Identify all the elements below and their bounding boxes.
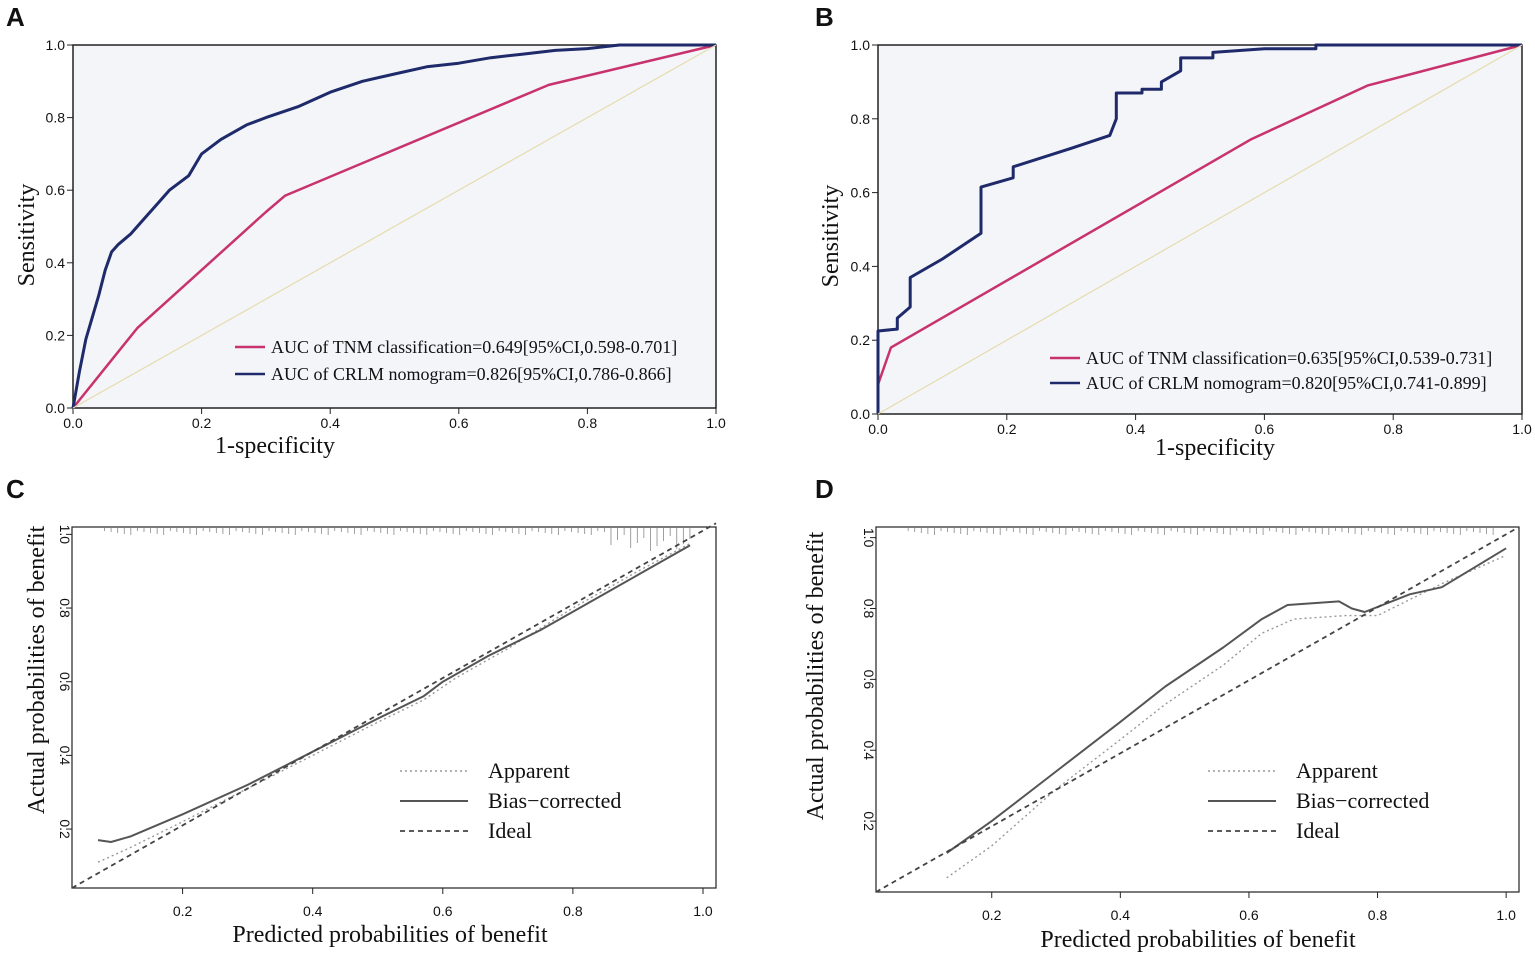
y-tick-label: 0.6 (57, 672, 73, 692)
panel-letter: A (6, 2, 25, 32)
panel-letter: B (815, 2, 834, 32)
y-axis-title: Actual probabilities of benefit (803, 531, 829, 820)
x-tick-label: 1.0 (693, 903, 713, 919)
y-tick-label: 0.6 (851, 185, 871, 201)
y-tick-label: 0.8 (861, 599, 877, 619)
y-tick-label: 0.6 (861, 670, 877, 690)
rug-marks (104, 528, 691, 551)
y-tick-label: 0.4 (851, 258, 871, 274)
x-tick-label: 0.2 (997, 421, 1017, 437)
x-tick-label: 1.0 (706, 415, 726, 431)
x-axis-title: Predicted probabilities of benefit (232, 922, 548, 948)
x-tick-label: 0.8 (1383, 421, 1403, 437)
series-line-ref (877, 44, 1523, 415)
legend: AUC of TNM classification=0.649[95%CI,0.… (235, 337, 677, 384)
x-tick-label: 0.2 (192, 415, 212, 431)
x-tick-label: 1.0 (1496, 907, 1516, 923)
chart-panel-a: A 0.0 0.2 0.4 0.6 0.8 1.0 0.0 0.2 0.4 0.6 0.8 1.0 1-s… (6, 2, 726, 459)
legend-label-apparent: Apparent (1296, 758, 1378, 783)
series-line-ideal (875, 526, 1520, 893)
series-line-ideal (71, 522, 717, 889)
chart-panel-c: C 0.2 0.4 0.6 0.8 1.0 0.2 0.4 0.6 0.8 1.0 Predicted… (6, 474, 717, 948)
y-tick-label: 0.2 (851, 332, 871, 348)
y-tick-label: 0.4 (861, 741, 877, 761)
panel-letter: C (6, 474, 25, 504)
legend-label-apparent: Apparent (488, 758, 570, 783)
x-tick-label: 0.4 (1111, 907, 1131, 923)
series-line-apparent (946, 554, 1507, 879)
y-tick-label: 0.8 (46, 110, 66, 126)
chart-panel-b: B 0.0 0.2 0.4 0.6 0.8 1.0 0.0 0.2 0.4 0.6 0.8 1.0 1-s… (815, 2, 1532, 461)
y-tick-label: 0.2 (861, 811, 877, 831)
legend-label-bias: Bias−corrected (1296, 788, 1429, 813)
x-tick-label: 0.8 (578, 415, 598, 431)
legend-label-tnm: AUC of TNM classification=0.635[95%CI,0.… (1086, 348, 1492, 368)
y-axis-title: Sensitivity (14, 184, 40, 287)
legend-label-ideal: Ideal (1296, 818, 1340, 843)
series-line-tnm (876, 43, 1523, 385)
series-line-apparent (97, 542, 691, 863)
panel-letter: D (815, 474, 834, 504)
y-tick-label: 0.2 (46, 327, 66, 343)
legend-label-crlm: AUC of CRLM nomogram=0.820[95%CI,0.741-0… (1086, 373, 1487, 393)
legend: Apparent Bias−corrected Ideal (400, 758, 621, 843)
x-tick-label: 0.6 (449, 415, 469, 431)
x-axis-title: Predicted probabilities of benefit (1040, 927, 1356, 953)
series-line-ref (72, 44, 717, 409)
x-tick-label: 0.6 (1255, 421, 1275, 437)
x-tick-label: 0.6 (433, 903, 453, 919)
x-tick-label: 0.4 (320, 415, 340, 431)
rug-marks (907, 528, 1494, 535)
y-tick-label: 0.0 (851, 406, 871, 422)
x-tick-label: 0.8 (1368, 907, 1388, 923)
x-axis-title: 1-specificity (215, 433, 335, 459)
legend-label-crlm: AUC of CRLM nomogram=0.826[95%CI,0.786-0… (271, 364, 672, 384)
series-line-bias (97, 544, 691, 843)
x-tick-label: 1.0 (1512, 421, 1532, 437)
y-tick-label: 0.8 (851, 111, 871, 127)
y-axis-title: Actual probabilities of benefit (24, 525, 50, 814)
y-tick-label: 0.4 (57, 746, 73, 766)
y-tick-label: 0.2 (57, 819, 73, 839)
y-tick-label: 0.6 (46, 182, 66, 198)
x-tick-label: 0.2 (173, 903, 193, 919)
series-line-bias (946, 547, 1507, 854)
legend-label-ideal: Ideal (488, 818, 532, 843)
x-tick-label: 0.0 (868, 421, 888, 437)
series-line-tnm (72, 43, 717, 409)
legend-label-tnm: AUC of TNM classification=0.649[95%CI,0.… (271, 337, 677, 357)
x-tick-label: 0.6 (1239, 907, 1259, 923)
y-tick-label: 1.0 (46, 37, 66, 53)
series-line-crlm (876, 43, 1522, 414)
x-tick-label: 0.4 (303, 903, 323, 919)
chart-panel-d: D 0.2 0.4 0.6 0.8 1.0 0.2 0.4 0.6 0.8 1.0 Predicted… (803, 474, 1520, 953)
x-tick-label: 0.2 (982, 907, 1002, 923)
legend: Apparent Bias−corrected Ideal (1208, 758, 1429, 843)
y-tick-label: 0.4 (46, 255, 66, 271)
x-tick-label: 0.8 (563, 903, 583, 919)
y-tick-label: 0.8 (57, 598, 73, 618)
y-tick-label: 1.0 (851, 37, 871, 53)
x-tick-label: 0.0 (63, 415, 83, 431)
legend-label-bias: Bias−corrected (488, 788, 621, 813)
y-axis-title: Sensitivity (818, 185, 844, 288)
series-line-crlm (71, 43, 716, 409)
y-tick-label: 1.0 (57, 525, 73, 545)
y-tick-label: 1.0 (861, 528, 877, 548)
legend: AUC of TNM classification=0.635[95%CI,0.… (1050, 348, 1492, 393)
y-tick-label: 0.0 (46, 400, 66, 416)
x-tick-label: 0.4 (1126, 421, 1146, 437)
x-axis-title: 1-specificity (1155, 435, 1275, 461)
